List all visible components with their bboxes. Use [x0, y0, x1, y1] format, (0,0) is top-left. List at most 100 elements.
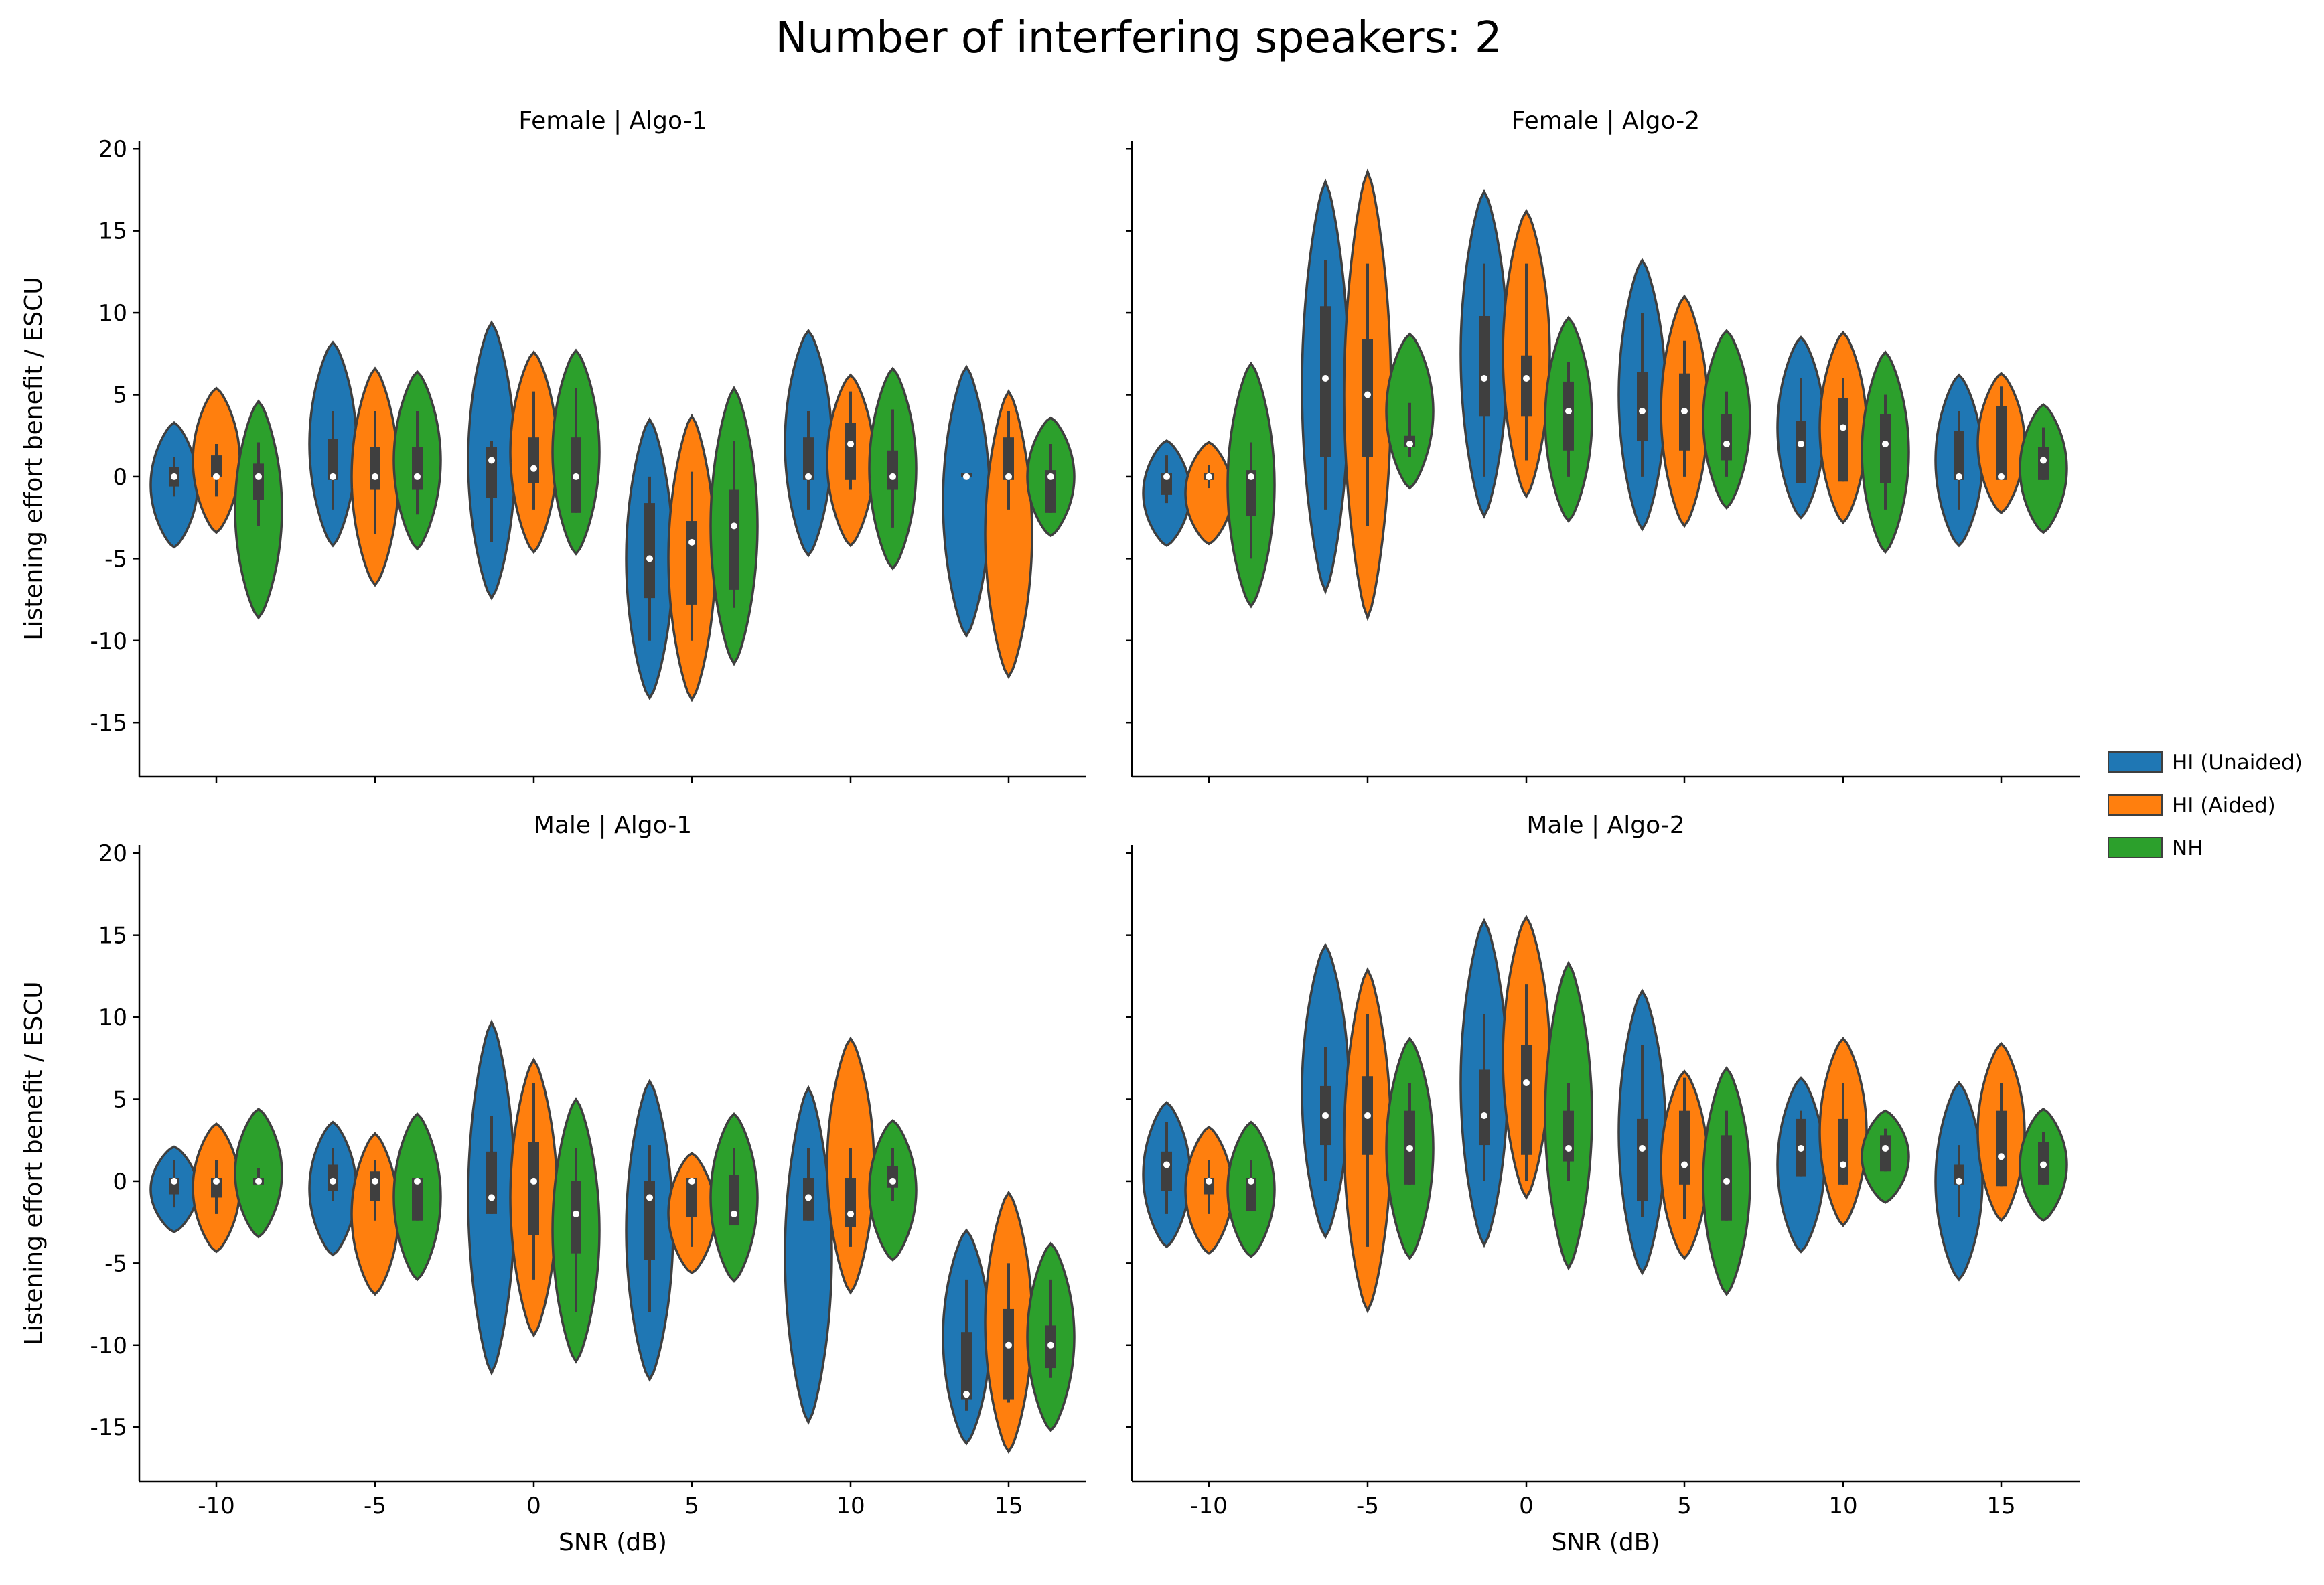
violin-iqr-box: [1996, 1110, 2007, 1187]
violin-median-marker: [1163, 1161, 1170, 1168]
y-tick-label: -10: [90, 628, 127, 655]
violin-median-marker: [488, 1194, 495, 1201]
x-tick-label: -10: [1190, 1493, 1228, 1519]
legend-swatch: [2108, 751, 2163, 773]
violin-median-marker: [213, 1177, 220, 1185]
y-tick-label: 5: [113, 1087, 127, 1114]
violin-median-marker: [1565, 407, 1572, 414]
violin-median-marker: [1840, 424, 1846, 431]
violin-iqr-box: [1880, 1135, 1891, 1172]
violin-median-marker: [1956, 1177, 1962, 1185]
violin-iqr-box: [1637, 1118, 1648, 1201]
legend-swatch: [2108, 794, 2163, 816]
violin-median-marker: [1248, 473, 1254, 480]
violin-iqr-box: [1880, 414, 1891, 483]
y-tick-label: -5: [104, 546, 127, 573]
violin-median-marker: [731, 522, 737, 530]
violin-median-marker: [1248, 1177, 1254, 1185]
violin-iqr-box: [729, 1175, 739, 1226]
violin-median-marker: [963, 473, 970, 480]
violin-iqr-box: [1563, 1110, 1574, 1162]
violin-median-marker: [1639, 407, 1646, 414]
violin-median-marker: [1565, 1144, 1572, 1152]
violin-median-marker: [688, 538, 695, 546]
legend: HI (Unaided) HI (Aided) NH: [2108, 751, 2303, 860]
violin-iqr-box: [1954, 431, 1964, 480]
panels-layer: Female | Algo-1 20 15 10 5 0 -5 -10 -15 Listening…: [20, 107, 2080, 1556]
x-tick-label: 0: [526, 1493, 541, 1519]
violin-iqr-box: [644, 503, 655, 599]
violin-iqr-box: [370, 447, 380, 490]
violin-median-marker: [1723, 440, 1730, 447]
violin-iqr-box: [1479, 315, 1490, 417]
x-tick-label: -10: [198, 1493, 235, 1519]
violin-iqr-box: [686, 521, 697, 605]
violin-median-marker: [2040, 457, 2047, 464]
figure-title: Number of interfering speakers: 2: [775, 13, 1502, 63]
violin-iqr-box: [328, 439, 338, 480]
violin-median-marker: [731, 1210, 737, 1217]
violin-median-marker: [1322, 375, 1329, 382]
violin-median-marker: [1723, 1177, 1730, 1185]
violin-median-marker: [646, 555, 653, 562]
violin-median-marker: [1206, 1177, 1212, 1185]
x-tick-label: 0: [1519, 1493, 1534, 1519]
violin-median-marker: [1798, 440, 1804, 447]
x-tick-label: 15: [994, 1493, 1023, 1519]
violin-median-marker: [1681, 407, 1688, 414]
violin-median-marker: [573, 473, 579, 480]
violin-body: [942, 364, 991, 638]
violin-median-marker: [1364, 1112, 1371, 1119]
violin-median-marker: [1481, 1112, 1487, 1119]
violin-iqr-box: [1796, 421, 1806, 483]
violin-iqr-box: [486, 447, 497, 498]
y-tick-label: -5: [104, 1250, 127, 1277]
y-tick-label: 0: [113, 1168, 127, 1195]
violin-median-marker: [1681, 1161, 1688, 1168]
violin-iqr-box: [1838, 1118, 1848, 1185]
x-tick-label: 5: [684, 1493, 699, 1519]
x-tick-label: 10: [836, 1493, 865, 1519]
legend-label: HI (Aided): [2172, 794, 2276, 818]
y-tick-label: 20: [98, 136, 127, 163]
violin-iqr-box: [845, 423, 856, 480]
violin-median-marker: [372, 473, 378, 480]
violin-median-marker: [847, 1210, 854, 1217]
violin-median-marker: [805, 1194, 812, 1201]
violin-median-marker: [1406, 440, 1413, 447]
violin-median-marker: [330, 473, 336, 480]
x-tick-label: 5: [1677, 1493, 1692, 1519]
panel-title: Male | Algo-2: [1526, 812, 1684, 839]
violin-iqr-box: [887, 450, 898, 490]
y-tick-label: 5: [113, 382, 127, 409]
x-tick-label: 10: [1828, 1493, 1857, 1519]
violin-iqr-box: [1996, 406, 2007, 480]
violin-median-marker: [171, 473, 177, 480]
y-tick-label: 15: [98, 218, 127, 245]
violin-median-marker: [847, 440, 854, 447]
violin-median-marker: [414, 1177, 421, 1185]
violin-iqr-box: [211, 455, 222, 477]
x-axis-label: SNR (dB): [559, 1529, 667, 1556]
violin-iqr-box: [1637, 372, 1648, 441]
violin-median-marker: [414, 473, 421, 480]
violin-median-marker: [1005, 1341, 1012, 1349]
violin-iqr-box: [412, 447, 423, 490]
legend-label: HI (Unaided): [2172, 751, 2303, 775]
violin-iqr-box: [1679, 1110, 1690, 1185]
violin-iqr-box: [1003, 1308, 1014, 1400]
violin-iqr-box: [1721, 414, 1732, 461]
violin-iqr-box: [1161, 473, 1172, 495]
violin-median-marker: [1005, 473, 1012, 480]
violin-median-marker: [1322, 1112, 1329, 1119]
violin-iqr-box: [1246, 470, 1256, 516]
violin-iqr-box: [845, 1178, 856, 1227]
violin-median-marker: [1882, 1144, 1889, 1152]
panel-1: Female | Algo-1 20 15 10 5 0 -5 -10 -15 Listening…: [20, 107, 1086, 783]
violin-iqr-box: [486, 1151, 497, 1214]
violin-iqr-box: [1003, 437, 1014, 480]
violin-iqr-box: [1161, 1151, 1172, 1191]
y-tick-label: 0: [113, 464, 127, 491]
x-tick-label: 15: [1986, 1493, 2015, 1519]
